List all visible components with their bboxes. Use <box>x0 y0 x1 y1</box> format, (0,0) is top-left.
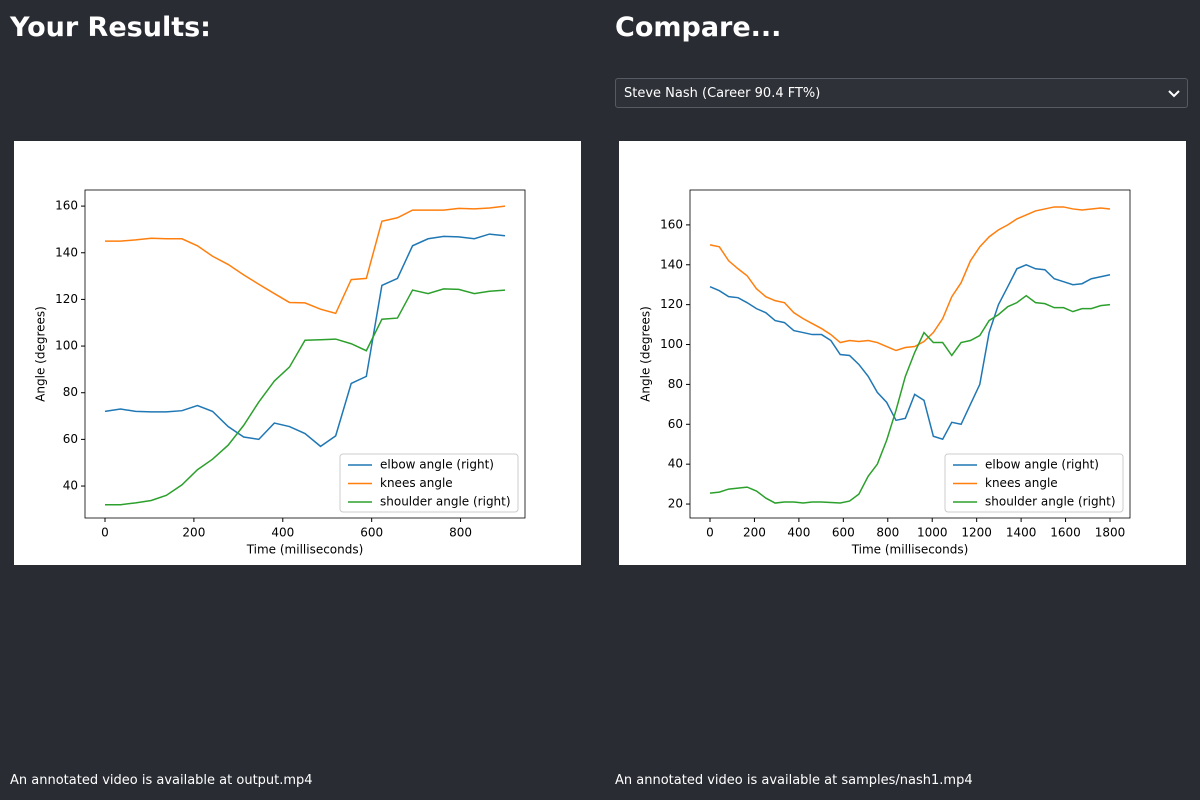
y-tick-label: 100 <box>660 337 683 351</box>
x-axis-label: Time (milliseconds) <box>851 543 969 557</box>
y-tick-label: 80 <box>668 377 683 391</box>
y-tick-label: 140 <box>660 257 683 271</box>
x-tick-label: 1600 <box>1050 526 1081 540</box>
y-tick-label: 40 <box>668 457 683 471</box>
series-line <box>709 294 1111 504</box>
chart: 0 200 400 600 800 1000 1200 1400 1600 1800 20 40 60 8… <box>619 141 1186 565</box>
y-tick-label: 160 <box>55 199 78 213</box>
x-tick-label: 1400 <box>1006 526 1037 540</box>
chart: 0 200 400 600 800 40 60 80 100 120 140 160 Time (mil… <box>14 141 581 565</box>
legend-label: knees angle <box>380 476 453 490</box>
y-tick-label: 140 <box>55 245 78 259</box>
x-tick-label: 200 <box>743 526 766 540</box>
y-tick-label: 100 <box>55 339 78 353</box>
y-axis-label: Angle (degrees) <box>639 306 653 402</box>
y-tick-label: 160 <box>660 217 683 231</box>
legend-label: shoulder angle (right) <box>380 495 511 509</box>
series-line <box>105 205 506 315</box>
legend-label: elbow angle (right) <box>985 458 1099 472</box>
legend-label: shoulder angle (right) <box>985 495 1116 509</box>
note: An annotated video is available at outpu… <box>10 773 313 788</box>
x-axis-label: Time (milliseconds) <box>246 543 364 557</box>
y-tick-label: 40 <box>63 479 78 493</box>
legend-label: knees angle <box>985 476 1058 490</box>
series-line <box>709 206 1111 352</box>
series-line <box>105 288 506 506</box>
x-tick-label: 400 <box>787 526 810 540</box>
x-tick-label: 600 <box>832 526 855 540</box>
note: An annotated video is available at sampl… <box>615 773 973 788</box>
x-tick-label: 0 <box>101 526 109 540</box>
y-tick-label: 120 <box>55 292 78 306</box>
y-tick-label: 60 <box>668 417 683 431</box>
x-tick-label: 1800 <box>1095 526 1126 540</box>
legend-box <box>339 453 519 513</box>
heading: Your Results: <box>10 12 211 43</box>
x-tick-label: 800 <box>876 526 899 540</box>
select-value: Steve Nash (Career 90.4 FT%) <box>624 86 821 101</box>
legend-box <box>944 453 1124 513</box>
y-axis-label: Angle (degrees) <box>34 306 48 402</box>
x-tick-label: 200 <box>182 526 205 540</box>
plot-frame <box>689 189 1131 519</box>
x-tick-label: 1000 <box>917 526 948 540</box>
x-tick-label: 400 <box>271 526 294 540</box>
x-tick-label: 0 <box>706 526 714 540</box>
y-tick-label: 20 <box>668 497 683 511</box>
heading: Compare... <box>615 12 782 43</box>
series-line <box>104 233 506 448</box>
series-line <box>709 263 1111 441</box>
legend-label: elbow angle (right) <box>380 458 494 472</box>
chevron <box>1168 90 1180 98</box>
x-tick-label: 600 <box>360 526 383 540</box>
y-tick-label: 120 <box>660 297 683 311</box>
x-tick-label: 800 <box>449 526 472 540</box>
y-tick-label: 60 <box>63 432 78 446</box>
player-select[interactable]: Steve Nash (Career 90.4 FT%) <box>615 78 1188 108</box>
plot-frame <box>84 189 526 519</box>
y-tick-label: 80 <box>63 385 78 399</box>
x-tick-label: 1200 <box>961 526 992 540</box>
